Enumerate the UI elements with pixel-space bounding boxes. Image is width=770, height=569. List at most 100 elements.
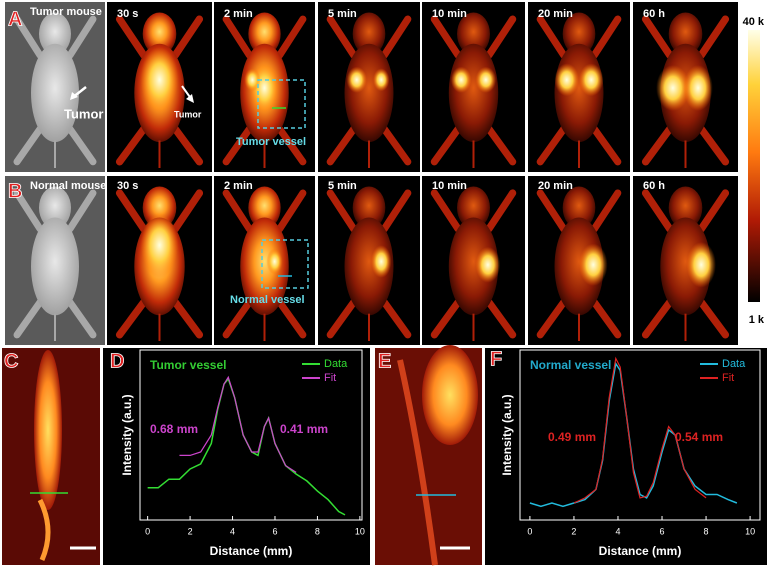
image-layer [2,2,738,566]
limb [326,298,358,339]
limb [276,298,307,339]
limb [276,15,307,59]
arrow-head [186,94,194,103]
hotspot [346,66,367,93]
time-label: 5 min [328,180,357,192]
body [448,43,499,143]
limb [430,125,462,166]
line-chart: 0 2 4 6 8 10 Distance (mm) Intensity (a.u.) Tumo… [103,348,370,565]
image-frame [5,2,105,172]
limb [380,125,412,166]
row-label: Tumor mouse [30,6,102,18]
image-frame [633,176,738,345]
limb [590,189,622,233]
time-label: 20 min [538,180,573,192]
annotation: 0.68 mm [150,422,198,436]
legend-label: Data [722,358,746,370]
x-tick-label: 0 [145,526,150,536]
limb [697,189,730,233]
head [352,186,386,229]
arrow-head [70,92,78,100]
head [39,186,71,229]
limb [222,298,253,339]
chart-bg [485,348,767,565]
limb [326,125,358,166]
limb [66,15,97,59]
chart-bg [103,348,370,565]
hotspot [686,241,716,288]
x-tick-label: 2 [571,526,576,536]
limb [66,125,97,166]
colorbar-max: 40 k [743,16,765,28]
hotspot [266,248,283,275]
x-tick-label: 4 [615,526,620,536]
hotspot [683,65,713,111]
limb [66,298,97,339]
limb [66,189,97,233]
limb [380,298,412,339]
limb [115,189,148,233]
roi-box [257,79,306,129]
x-tick-label: 0 [527,526,532,536]
limb [171,298,204,339]
limb [222,15,253,59]
limb [590,15,622,59]
limb [485,189,517,233]
hotspot [475,246,501,283]
data-line [179,375,297,473]
head [457,12,490,56]
head [562,12,596,56]
limb [171,125,204,166]
x-axis-label: Distance (mm) [599,544,682,558]
limb [485,15,517,59]
limb [276,189,307,233]
x-tick-label: 10 [355,526,365,536]
hotspot [554,63,579,97]
limb [171,15,204,59]
colorbar [748,30,760,302]
limb [115,15,148,59]
hotspot [579,63,604,97]
head [248,186,281,229]
hotspot [140,47,179,113]
x-tick-label: 4 [230,526,235,536]
x-tick-label: 10 [745,526,755,536]
panel-letter: B [8,180,22,202]
image-frame [107,176,212,345]
time-label: 30 s [117,180,138,192]
limb [485,125,517,166]
head [668,12,703,56]
vessel [37,498,51,561]
panel-letter: F [490,348,502,370]
y-axis-label: Intensity (a.u.) [120,394,134,475]
time-label: 20 min [538,8,573,20]
panel-letter: D [110,350,124,372]
hotspot [244,68,261,92]
limb [641,125,674,166]
image-frame [107,2,212,172]
hotspot [450,66,472,93]
roi-label: Normal vessel [230,294,305,306]
time-label: 2 min [224,180,253,192]
image-frame [214,2,315,172]
body [31,43,79,143]
roi-box [261,239,309,289]
y-axis-label: Intensity (a.u.) [500,394,514,475]
annotation: 0.54 mm [675,430,723,444]
body [344,43,394,143]
panel-c-image [2,348,100,565]
head [668,186,703,229]
x-tick-label: 8 [315,526,320,536]
limb [485,298,517,339]
limb [641,15,674,59]
tumor-label: Tumor [174,109,202,119]
limb [536,189,568,233]
plot-frame [139,349,363,521]
x-axis-label: Distance (mm) [210,544,293,558]
limb [697,125,730,166]
body [660,217,711,316]
time-label: 10 min [432,8,467,20]
vessel [397,359,438,566]
image-frame [318,176,420,345]
vessel [34,350,62,510]
